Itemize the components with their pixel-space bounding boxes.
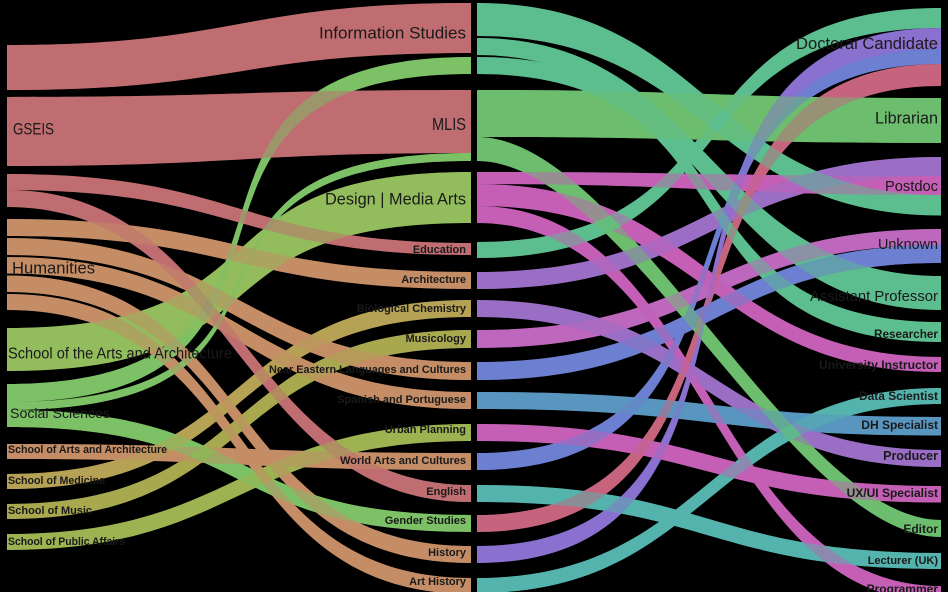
svg-text:MLIS: MLIS — [432, 114, 466, 134]
svg-text:School of Medicine: School of Medicine — [8, 475, 105, 487]
svg-text:Postdoc: Postdoc — [885, 179, 938, 195]
svg-text:Humanities: Humanities — [12, 259, 95, 278]
svg-text:School of the Arts and Archite: School of the Arts and Architecture — [8, 346, 232, 363]
svg-text:University Instructor: University Instructor — [819, 358, 938, 372]
svg-text:Producer: Producer — [883, 449, 938, 463]
svg-text:School of Public Affairs: School of Public Affairs — [8, 536, 125, 548]
svg-text:Information Studies: Information Studies — [319, 24, 466, 43]
svg-text:Programmer: Programmer — [867, 582, 939, 592]
svg-text:Design | Media Arts: Design | Media Arts — [325, 190, 466, 209]
svg-text:Gender Studies: Gender Studies — [385, 515, 466, 527]
svg-text:Editor: Editor — [903, 522, 938, 536]
svg-text:Education: Education — [413, 244, 466, 256]
svg-text:DH Specialist: DH Specialist — [861, 418, 938, 432]
svg-text:Musicology: Musicology — [405, 333, 466, 345]
svg-text:World Arts and Cultures: World Arts and Cultures — [340, 455, 466, 467]
svg-text:History: History — [428, 547, 467, 559]
svg-text:Art History: Art History — [409, 576, 467, 588]
svg-text:Urban Planning: Urban Planning — [385, 424, 466, 436]
svg-text:UX/UI Specialist: UX/UI Specialist — [847, 486, 938, 500]
svg-text:Architecture: Architecture — [401, 274, 466, 286]
svg-text:Near Eastern Languages and Cul: Near Eastern Languages and Cultures — [269, 364, 466, 376]
svg-text:English: English — [426, 486, 466, 498]
svg-text:Doctoral Candidate: Doctoral Candidate — [796, 35, 938, 53]
svg-text:GSEIS: GSEIS — [13, 120, 54, 139]
svg-text:Biological Chemistry: Biological Chemistry — [357, 303, 467, 315]
svg-text:Assistant Professor: Assistant Professor — [810, 289, 938, 305]
svg-text:Lecturer (UK): Lecturer (UK) — [868, 555, 939, 567]
svg-text:Social Sciences: Social Sciences — [10, 405, 110, 421]
svg-text:School of Music: School of Music — [8, 505, 92, 517]
svg-text:Data Scientist: Data Scientist — [859, 389, 938, 403]
svg-text:Unknown: Unknown — [878, 237, 938, 253]
svg-text:Librarian: Librarian — [875, 109, 938, 128]
svg-text:Researcher: Researcher — [874, 327, 938, 341]
svg-text:School of Arts and Architectur: School of Arts and Architecture — [8, 444, 167, 456]
svg-text:Spanish and Portuguese: Spanish and Portuguese — [337, 394, 466, 406]
